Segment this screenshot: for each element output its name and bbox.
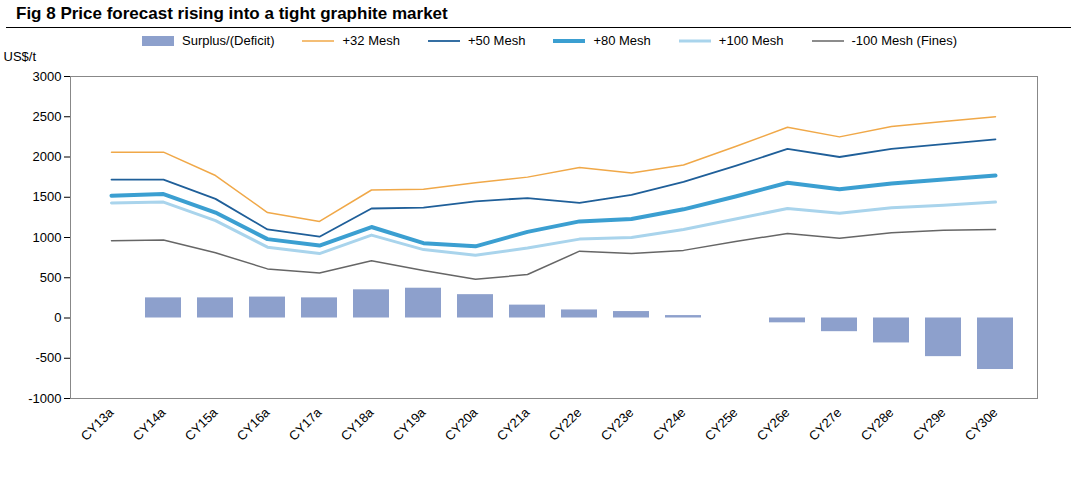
svg-text:CY24e: CY24e — [650, 405, 689, 444]
svg-text:CY27e: CY27e — [806, 405, 845, 444]
svg-text:CY18a: CY18a — [338, 404, 377, 443]
html-text:+100 Mesh: +100 Mesh — [718, 33, 784, 48]
svg-text:CY22e: CY22e — [546, 405, 585, 444]
svg-text:500: 500 — [40, 270, 62, 285]
svg-text:CY16a: CY16a — [234, 404, 273, 443]
html-text:+80 Mesh: +80 Mesh — [593, 33, 651, 48]
svg-text:US$/t: US$/t — [4, 49, 37, 64]
html-text:-100 Mesh (Fines): -100 Mesh (Fines) — [851, 33, 957, 48]
svg-text:CY20a: CY20a — [442, 404, 481, 443]
svg-text:CY19a: CY19a — [390, 404, 429, 443]
html-text:Surplus/(Deficit): Surplus/(Deficit) — [182, 33, 275, 48]
html-text:+50 Mesh: +50 Mesh — [467, 33, 526, 48]
html-text:+32 Mesh: +32 Mesh — [342, 33, 400, 48]
svg-text:CY26e: CY26e — [754, 405, 793, 444]
svg-text:CY28e: CY28e — [858, 405, 897, 444]
svg-text:3000: 3000 — [33, 69, 62, 84]
svg-text:CY15a: CY15a — [182, 404, 221, 443]
svg-text:CY25e: CY25e — [702, 405, 741, 444]
svg-text:2500: 2500 — [33, 109, 62, 124]
svg-text:0: 0 — [54, 310, 61, 325]
svg-text:CY30e: CY30e — [962, 405, 1001, 444]
svg-text:CY29e: CY29e — [910, 405, 949, 444]
svg-text:1500: 1500 — [33, 189, 62, 204]
html-text:Fig 8 Price forecast rising in: Fig 8 Price forecast rising into a tight… — [16, 4, 448, 23]
svg-text:CY23e: CY23e — [598, 405, 637, 444]
svg-text:-500: -500 — [35, 350, 61, 365]
svg-text:CY21a: CY21a — [494, 404, 533, 443]
svg-text:CY17a: CY17a — [286, 404, 325, 443]
svg-text:CY14a: CY14a — [130, 404, 169, 443]
svg-text:-1000: -1000 — [28, 391, 61, 406]
svg-text:1000: 1000 — [33, 230, 62, 245]
svg-text:CY13a: CY13a — [78, 404, 117, 443]
svg-text:2000: 2000 — [33, 149, 62, 164]
